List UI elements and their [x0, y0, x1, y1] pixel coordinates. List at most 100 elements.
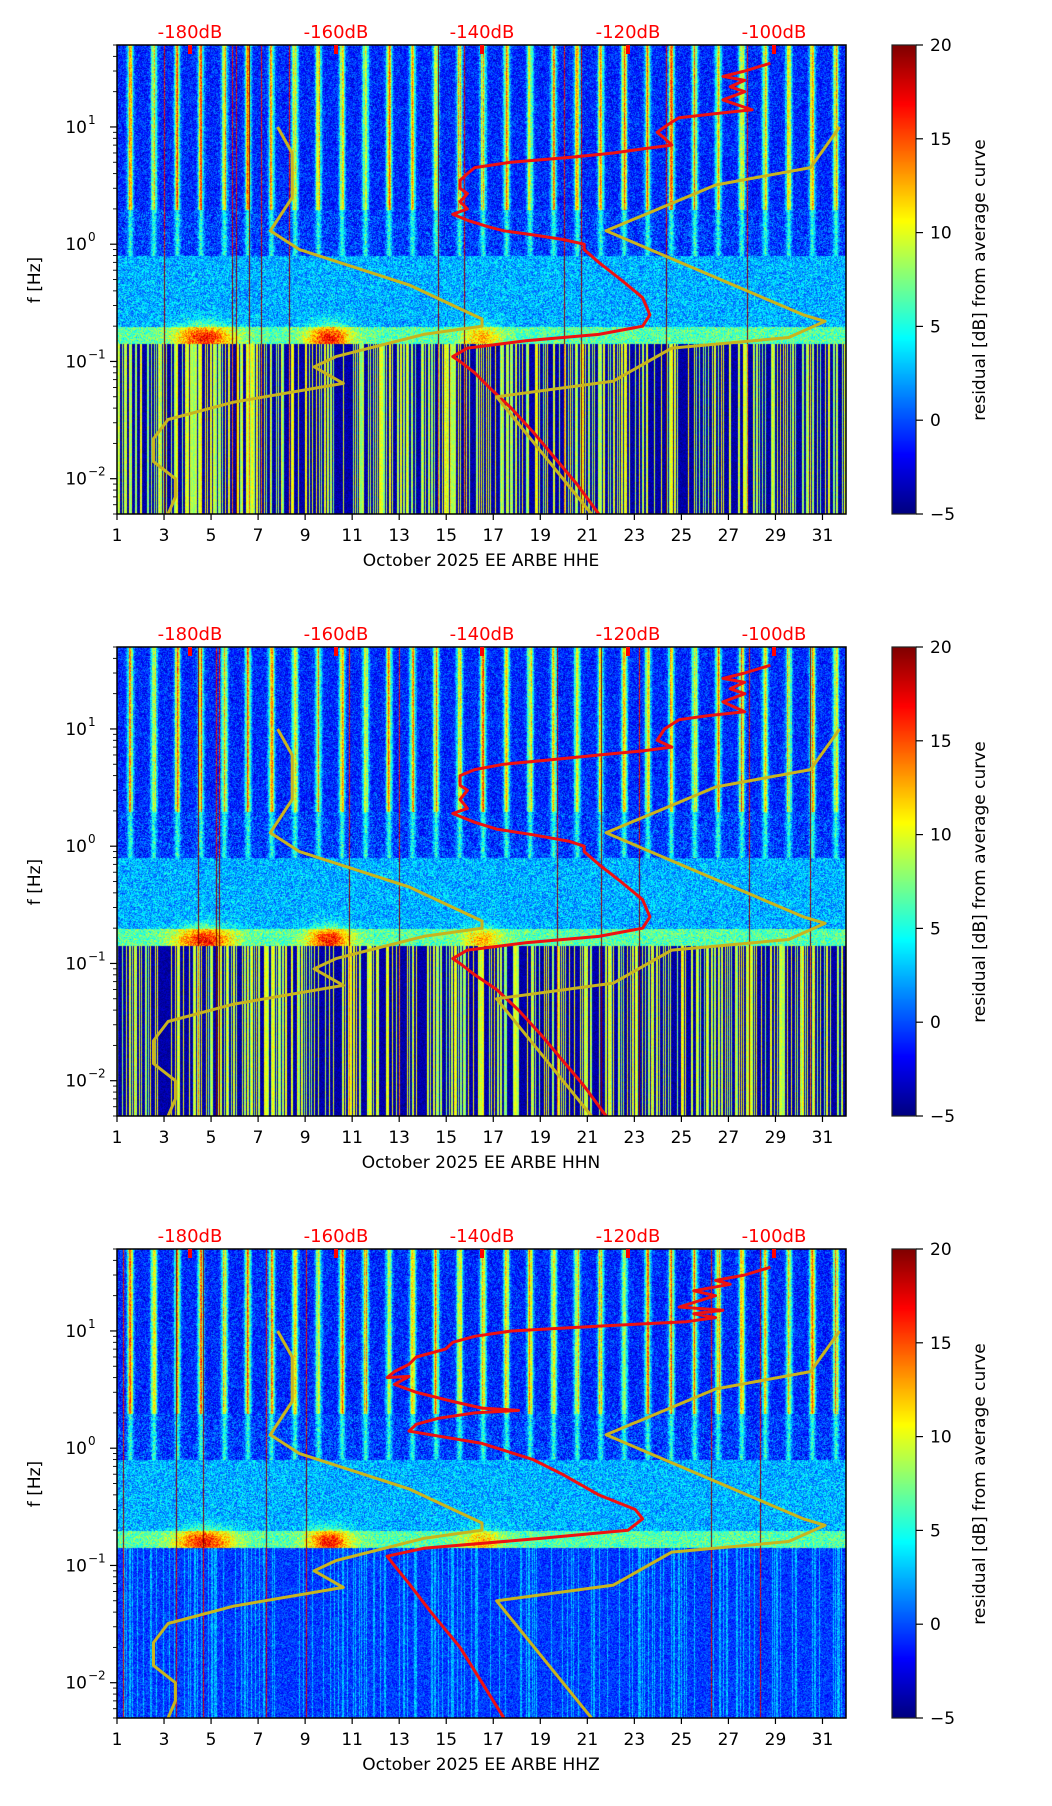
colorbar-tick-label: −5 [930, 505, 955, 525]
x-tick-label: 1 [112, 526, 123, 546]
db-tick-mark [188, 45, 192, 54]
db-tick-label: -120dB [596, 1226, 661, 1247]
colorbar-tick-label: −5 [930, 1107, 955, 1127]
db-tick-mark [334, 45, 338, 54]
curve-nlnm [152, 126, 484, 514]
x-tick-label: 31 [812, 526, 834, 546]
colorbar-frame [891, 1248, 917, 1719]
colorbar-ticks: −5 0 5 10 15 20 [916, 36, 955, 525]
db-tick-mark [772, 647, 776, 656]
y-tick-exponent: 1 [88, 715, 96, 729]
colorbar-gradient [892, 45, 916, 514]
y-tick-base: 10 [65, 720, 87, 740]
colorbar-tick-label: 0 [930, 1013, 941, 1033]
db-tick-mark [626, 45, 630, 54]
y-tick-exponent: −2 [88, 1669, 106, 1683]
curve-layer [152, 61, 841, 514]
x-axis-label: October 2025 EE ARBE HHZ [362, 1755, 599, 1775]
x-tick-label: 19 [529, 1128, 551, 1148]
db-tick-label: -140dB [450, 1226, 515, 1247]
colorbar-frame [891, 44, 917, 515]
db-tick-mark [188, 1249, 192, 1258]
colorbar-tick-label: 20 [930, 638, 952, 658]
db-tick-label: -160dB [304, 624, 369, 645]
x-tick-label: 31 [812, 1730, 834, 1750]
db-tick-mark [626, 1249, 630, 1258]
colorbar-tick-label: 10 [930, 826, 952, 846]
x-tick-label: 17 [482, 526, 504, 546]
x-tick-label: 21 [577, 1128, 599, 1148]
x-tick-label: 5 [206, 1730, 217, 1750]
db-tick-label: -140dB [450, 624, 515, 645]
x-tick-label: 25 [671, 526, 693, 546]
db-tick-mark [334, 647, 338, 656]
curve-average-psd [451, 663, 771, 1116]
colorbar-label: residual [dB] from average curve [970, 1343, 990, 1624]
y-axis-label: f [Hz] [25, 859, 45, 905]
colorbar-tick-label: 15 [930, 130, 952, 150]
x-tick-label: 15 [435, 1128, 457, 1148]
db-tick-label: -120dB [596, 624, 661, 645]
x-tick-label: 23 [624, 526, 646, 546]
y-tick-base: 10 [65, 1556, 87, 1576]
curve-nhnm [495, 1330, 841, 1718]
spectrogram-image [117, 647, 846, 1116]
curve-nlnm [152, 1330, 484, 1718]
y-tick-base: 10 [65, 1439, 87, 1459]
x-tick-label: 29 [765, 1128, 787, 1148]
x-tick-label: 5 [206, 526, 217, 546]
db-scale-ticks: -180dB -160dB -140dB -120dB -100dB [158, 624, 806, 656]
y-tick-exponent: −1 [88, 949, 106, 963]
db-tick-mark [480, 647, 484, 656]
db-tick-mark [480, 1249, 484, 1258]
y-tick-base: 10 [65, 954, 87, 974]
colorbar-tick-label: 0 [930, 1615, 941, 1635]
colorbar-tick-label: 15 [930, 732, 952, 752]
y-tick-label: 10 [65, 720, 87, 740]
x-tick-label: 7 [253, 526, 264, 546]
colorbar-tick-label: 10 [930, 1428, 952, 1448]
db-tick-label: -100dB [742, 22, 807, 43]
spectrogram-panel-hhn: 1 3 5 7 9 11 13 15 17 19 21 23 25 27 29 31 10 1 10 0 10 −1 10… [0, 602, 1052, 1204]
db-scale-ticks: -180dB -160dB -140dB -120dB -100dB [158, 1226, 807, 1258]
x-tick-label: 15 [435, 1730, 457, 1750]
y-tick-base: 10 [65, 470, 87, 490]
y-tick-base: 10 [65, 1674, 87, 1694]
y-tick-label: 10 [65, 1556, 87, 1576]
db-tick-mark [772, 45, 776, 54]
y-tick-label: 10 [65, 118, 87, 138]
colorbar-tick-label: −5 [930, 1709, 955, 1729]
db-tick-label: -160dB [304, 1226, 369, 1247]
curve-average-psd [385, 1265, 771, 1718]
y-tick-label: 10 [65, 235, 87, 255]
x-tick-label: 13 [388, 1730, 410, 1750]
y-tick-exponent: −2 [88, 1067, 106, 1081]
colorbar-tick-label: 5 [930, 1521, 941, 1541]
x-tick-label: 17 [482, 1128, 504, 1148]
y-tick-exponent: 0 [88, 230, 96, 244]
y-axis-label: f [Hz] [25, 257, 45, 303]
x-tick-label: 21 [577, 1730, 599, 1750]
colorbar-label: residual [dB] from average curve [970, 139, 990, 420]
x-tick-label: 29 [765, 526, 787, 546]
x-tick-label: 19 [529, 1730, 551, 1750]
y-tick-base: 10 [65, 118, 87, 138]
db-tick-label: -100dB [742, 1226, 807, 1247]
db-tick-label: -180dB [158, 22, 223, 43]
x-axis-ticks: 1 3 5 7 9 11 13 15 17 19 21 23 25 27 29 31 [112, 1718, 834, 1750]
x-tick-label: 15 [435, 526, 457, 546]
db-tick-label: -180dB [158, 624, 223, 645]
x-tick-label: 1 [112, 1128, 123, 1148]
db-scale-ticks: -180dB -160dB -140dB -120dB -100dB [158, 22, 807, 54]
db-tick-mark [188, 647, 192, 656]
db-tick-label: -180dB [158, 1226, 223, 1247]
x-axis-label: October 2025 EE ARBE HHN [362, 1153, 601, 1173]
y-tick-label: 10 [65, 1072, 87, 1092]
x-tick-label: 3 [159, 526, 170, 546]
x-tick-label: 3 [159, 1128, 170, 1148]
spectrogram-image [117, 1249, 846, 1718]
y-tick-exponent: −1 [88, 347, 106, 361]
y-tick-exponent: 0 [88, 1434, 96, 1448]
